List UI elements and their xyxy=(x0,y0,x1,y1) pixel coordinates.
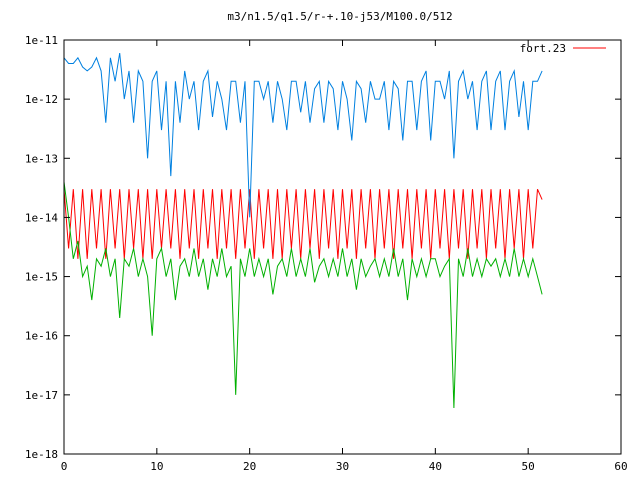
series-layer xyxy=(63,53,543,409)
y-tick-label: 1e-17 xyxy=(25,389,58,402)
y-tick-label: 1e-11 xyxy=(25,34,58,47)
series-line-2 xyxy=(63,53,543,218)
y-tick-label: 1e-14 xyxy=(25,211,58,224)
x-tick-label: 60 xyxy=(614,460,627,473)
legend: fort.23 xyxy=(520,42,606,55)
series-line-3 xyxy=(63,181,543,409)
plot-frame xyxy=(63,39,622,455)
chart-title: m3/n1.5/q1.5/r-+.10-j53/M100.0/512 xyxy=(227,10,452,23)
x-tick-label: 0 xyxy=(61,460,68,473)
y-tick-label: 1e-15 xyxy=(25,271,58,284)
y-tick-label: 1e-18 xyxy=(25,448,58,461)
x-tick-label: 10 xyxy=(150,460,163,473)
y-tick-label: 1e-16 xyxy=(25,330,58,343)
y-tick-label: 1e-12 xyxy=(25,93,58,106)
series-line-1 xyxy=(63,188,543,259)
x-tick-label: 30 xyxy=(336,460,349,473)
x-tick-label: 40 xyxy=(429,460,442,473)
y-tick-label: 1e-13 xyxy=(25,152,58,165)
legend-label: fort.23 xyxy=(520,42,566,55)
x-tick-label: 20 xyxy=(243,460,256,473)
x-tick-label: 50 xyxy=(522,460,535,473)
